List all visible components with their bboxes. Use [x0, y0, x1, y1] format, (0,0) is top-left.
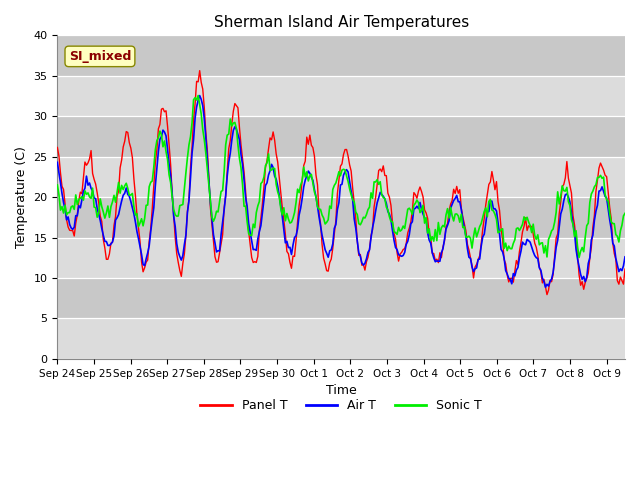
Y-axis label: Temperature (C): Temperature (C): [15, 146, 28, 248]
X-axis label: Time: Time: [326, 384, 356, 397]
Bar: [58, 278, 625, 319]
Text: SI_mixed: SI_mixed: [68, 50, 131, 63]
Title: Sherman Island Air Temperatures: Sherman Island Air Temperatures: [214, 15, 469, 30]
Bar: [58, 36, 625, 76]
Bar: [58, 76, 625, 116]
Bar: [58, 116, 625, 156]
Bar: [58, 197, 625, 238]
Bar: [58, 156, 625, 197]
Legend: Panel T, Air T, Sonic T: Panel T, Air T, Sonic T: [195, 395, 487, 418]
Bar: [58, 319, 625, 359]
Bar: [58, 238, 625, 278]
